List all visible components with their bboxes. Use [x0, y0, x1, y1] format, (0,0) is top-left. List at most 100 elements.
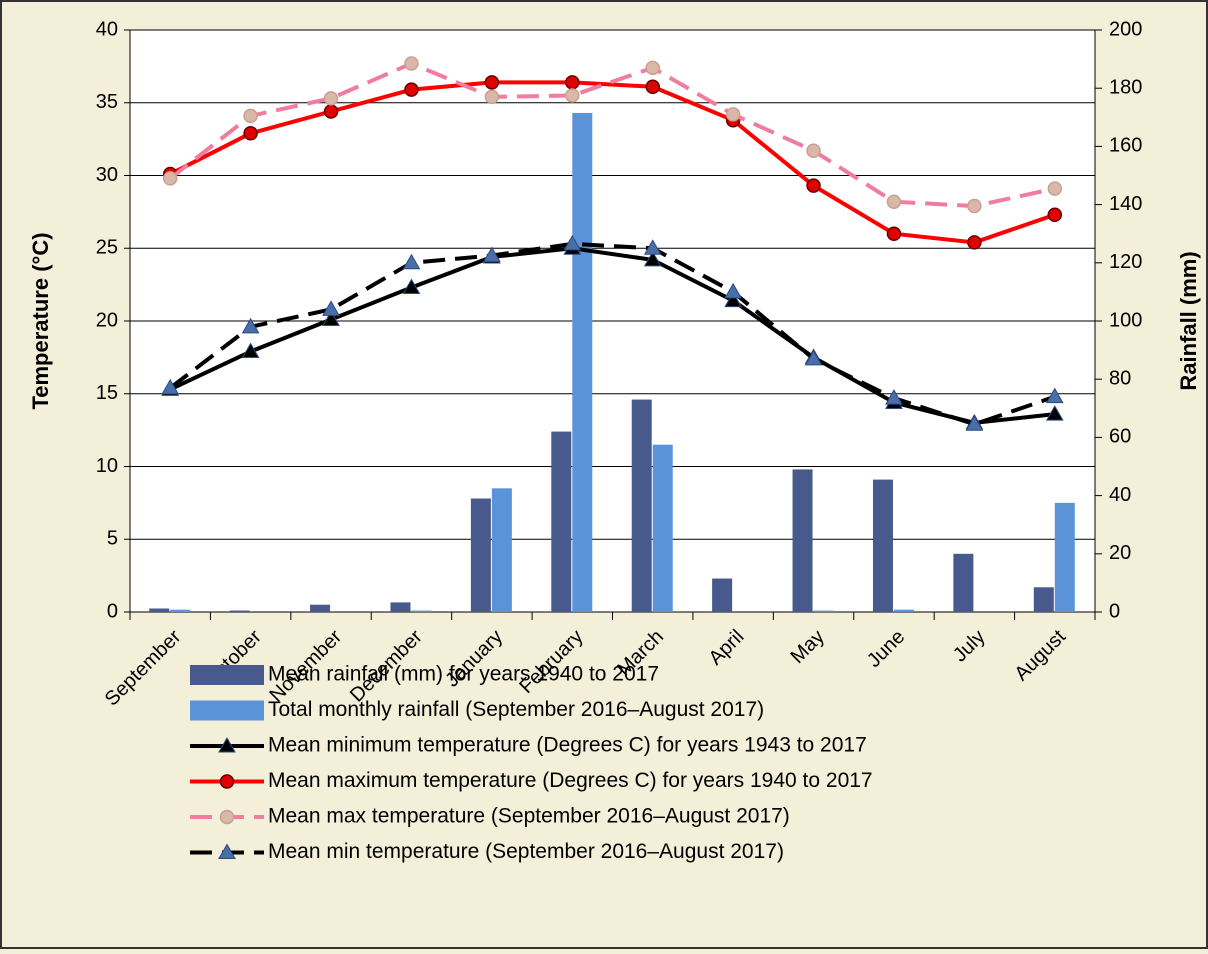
bar: [572, 112, 593, 612]
marker: [724, 291, 742, 308]
legend-label: Mean minimum temperature (Degrees C) for…: [268, 734, 867, 757]
marker: [806, 178, 821, 193]
marker: [1045, 387, 1064, 404]
legend-label: Mean max temperature (September 2016–Aug…: [268, 805, 790, 828]
bar: [310, 604, 331, 612]
marker: [219, 809, 235, 825]
marker: [725, 107, 741, 122]
bar: [390, 602, 411, 612]
y-tick-label: 5: [107, 528, 118, 550]
marker: [241, 317, 260, 334]
legend-entry: Mean min temperature (September 2016–Aug…: [190, 840, 784, 863]
marker: [724, 282, 742, 299]
y-tick-label: 25: [96, 237, 118, 259]
marker: [322, 310, 340, 327]
y-tick-label: 40: [96, 18, 118, 40]
legend-swatch: [190, 665, 264, 685]
y2-tick-label: 160: [1109, 135, 1142, 157]
bar: [411, 610, 432, 612]
legend-label: Mean rainfall (mm) for years 1940 to 201…: [268, 663, 659, 686]
marker: [886, 226, 902, 241]
y-tick-label: 10: [96, 455, 118, 477]
y-tick-label: 35: [96, 91, 118, 113]
legend-swatch: [190, 700, 264, 721]
legend-label: Mean min temperature (September 2016–Aug…: [268, 840, 784, 863]
bar: [470, 498, 491, 612]
bar: [170, 609, 191, 612]
line: [168, 241, 1056, 427]
legend-entry: Total monthly rainfall (September 2016–A…: [190, 698, 764, 721]
bar: [551, 431, 572, 612]
y-tick-label: 30: [96, 164, 118, 186]
y2-tick-label: 180: [1109, 76, 1142, 98]
marker: [322, 300, 340, 316]
y2-axis-title: Rainfall (mm): [1176, 251, 1201, 390]
legend-entry: Mean rainfall (mm) for years 1940 to 201…: [190, 663, 659, 686]
bar: [652, 444, 673, 612]
legend-label: Total monthly rainfall (September 2016–A…: [268, 698, 764, 721]
y-axis-title: Temperature (°C): [28, 232, 53, 409]
bar: [872, 479, 893, 612]
bar: [1033, 587, 1054, 612]
marker: [565, 88, 580, 103]
bar: [712, 578, 733, 612]
marker: [886, 194, 902, 209]
marker: [323, 104, 339, 119]
marker: [218, 843, 236, 859]
marker: [563, 234, 582, 251]
marker: [323, 91, 339, 106]
marker: [1047, 181, 1063, 196]
bar: [149, 608, 170, 612]
y-tick-label: 0: [107, 600, 118, 622]
bar: [631, 399, 652, 612]
marker: [967, 198, 982, 214]
y2-tick-label: 120: [1109, 251, 1142, 273]
bar: [491, 488, 512, 612]
marker: [219, 774, 235, 789]
y2-tick-label: 60: [1109, 426, 1131, 448]
marker: [162, 171, 178, 186]
y-tick-label: 20: [96, 309, 118, 331]
line: [169, 80, 1056, 245]
marker: [1045, 405, 1064, 421]
bar: [813, 610, 834, 612]
y-tick-label: 15: [96, 382, 118, 404]
y2-tick-label: 200: [1109, 18, 1142, 40]
line: [169, 246, 1056, 425]
marker: [402, 278, 421, 295]
legend-entry: Mean maximum temperature (Degrees C) for…: [190, 769, 873, 792]
y2-tick-label: 0: [1109, 600, 1120, 622]
marker: [484, 89, 500, 105]
marker: [643, 250, 662, 267]
marker: [645, 79, 660, 94]
marker: [806, 143, 821, 159]
marker: [965, 415, 984, 431]
marker: [484, 75, 500, 90]
marker: [565, 75, 580, 90]
bar: [953, 553, 974, 612]
legend-entry: Mean minimum temperature (Degrees C) for…: [190, 734, 867, 757]
marker: [643, 239, 662, 255]
bar: [893, 609, 914, 612]
marker: [804, 349, 823, 366]
marker: [645, 60, 660, 76]
marker: [404, 82, 419, 97]
marker: [402, 253, 421, 270]
bar: [792, 469, 813, 612]
marker: [218, 736, 236, 753]
marker: [243, 126, 258, 141]
bar: [229, 610, 250, 612]
marker: [243, 108, 258, 124]
marker: [1047, 207, 1063, 223]
y2-tick-label: 20: [1109, 542, 1131, 564]
marker: [967, 235, 982, 250]
marker: [885, 389, 903, 405]
legend-label: Mean maximum temperature (Degrees C) for…: [268, 769, 873, 792]
marker: [483, 246, 501, 263]
marker: [161, 378, 180, 395]
marker: [241, 342, 260, 359]
marker: [404, 56, 419, 71]
bar: [1054, 502, 1075, 612]
y2-tick-label: 140: [1109, 193, 1142, 215]
